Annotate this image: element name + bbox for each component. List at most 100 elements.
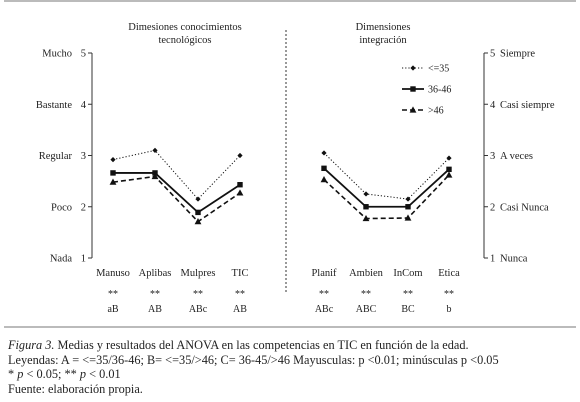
panel-1-series-s1-point-2 [152, 147, 158, 153]
right-tick-number: 5 [490, 49, 495, 60]
category-label: Manuso [96, 268, 130, 279]
right-tick-number: 3 [490, 151, 495, 162]
panel-2-series-s1-point-3 [405, 196, 411, 202]
panel-1-title-line-1: Dimesiones conocimientos [128, 22, 241, 33]
panel-1-series-s3-point-1 [109, 178, 117, 185]
panel-1-series-s3-point-3 [194, 218, 202, 225]
figure-caption: Figura 3. Medias y resultados del ANOVA … [8, 338, 574, 396]
legend-label-s2: 36-46 [428, 85, 451, 96]
panel-2-series-s2-point-3 [405, 204, 411, 210]
left-axis-label: Nada [50, 254, 72, 265]
sig-letters-label: ABC [356, 304, 377, 315]
sig-letters-label: ABc [315, 304, 334, 315]
panel-2-title-line-1: Dimensiones [356, 22, 411, 33]
panel-2-series-s3-point-1 [320, 175, 328, 183]
sig-stars-label: ** [403, 289, 413, 300]
panel-1-title-line-2: tecnológicos [158, 35, 211, 46]
sig-letters-label: AB [233, 304, 247, 315]
panel-1-series-s2-point-3 [195, 209, 201, 216]
sig-rest-2: < 0.01 [86, 367, 121, 382]
sig-p2: p [79, 367, 87, 382]
panel-2-series-s1-point-4 [446, 155, 452, 161]
panel-1-series-s3-line [112, 175, 241, 223]
left-axis-label: Regular [39, 151, 73, 162]
sig-stars-label: ** [193, 289, 203, 300]
caption-title-line: Figura 3. Medias y resultados del ANOVA … [8, 338, 574, 353]
legend-marker-s3 [409, 106, 417, 113]
caption-legend-line: Leyendas: A = <=35/36-46; B= <=35/>46; C… [8, 352, 499, 367]
category-label: Planif [311, 268, 337, 279]
panel-2-series-s2-point-4 [446, 166, 452, 173]
panel-1-series-s3-point-2 [151, 172, 159, 180]
labels-layer: Manuso ** aB Aplibas ** AB Mulpres ** ABc TIC ** AB… [96, 268, 460, 315]
category-label: InCom [393, 268, 422, 279]
legend-label-s1: <=35 [428, 64, 449, 75]
category-label: Ambien [349, 268, 384, 279]
sig-letters-label: aB [107, 304, 118, 315]
left-tick-number: 1 [81, 254, 86, 265]
panel-1-series-s1-point-1 [110, 157, 116, 163]
left-axis-label: Mucho [42, 49, 72, 60]
panel-2-series-s2-point-1 [321, 165, 327, 172]
right-axis-label: Nunca [500, 254, 528, 265]
panel-2-series-s3-point-3 [404, 214, 412, 221]
panel-2-series-s2-point-2 [363, 204, 369, 210]
panel-2-series-s1-point-2 [363, 191, 369, 197]
left-axis-ticks: 1 Nada 2 Poco 3 Regular 4 Bastante 5 Mucho [36, 49, 92, 265]
sig-p1: p [17, 367, 24, 382]
caption-significance-line: * p < 0.05; ** p < 0.01 [8, 367, 574, 382]
sig-stars-label: ** [444, 289, 454, 300]
right-axis-label: Casi siempre [500, 100, 555, 111]
panel-2-series-s3-point-2 [362, 214, 370, 222]
category-label: TIC [232, 268, 249, 279]
sig-letters-label: AB [148, 304, 162, 315]
sig-prefix: * [8, 367, 18, 382]
panel-2-title-line-2: integración [359, 35, 407, 46]
left-tick-number: 3 [81, 151, 86, 162]
right-tick-number: 2 [490, 202, 495, 213]
series-layer [109, 147, 453, 225]
sig-rest-1: < 0.05; ** [23, 367, 80, 382]
panel-2-series-s3-point-4 [445, 171, 453, 178]
legend-label-s3: >46 [428, 106, 444, 117]
panel-2-series-s2-line [323, 167, 450, 208]
sig-letters-label: b [447, 304, 452, 315]
panel-1-series-s2-point-4 [237, 182, 243, 188]
right-tick-number: 1 [490, 254, 495, 265]
left-axis-label: Bastante [36, 100, 72, 111]
category-label: Mulpres [181, 268, 216, 279]
legend-marker-s2 [410, 86, 416, 92]
right-axis-ticks: 1 Nunca 2 Casi Nunca 3 A veces 4 Casi siempre 5 S… [484, 49, 555, 265]
sig-letters-label: ABc [189, 304, 208, 315]
sig-stars-label: ** [319, 289, 329, 300]
category-label: Aplibas [139, 268, 172, 279]
caption-figure-label: Figura 3. [8, 338, 55, 352]
sig-stars-label: ** [235, 289, 245, 300]
legend: <=35 36-46 >46 [402, 64, 451, 117]
panel-1-series-s3-point-4 [236, 189, 244, 196]
sig-letters-label: BC [401, 304, 415, 315]
right-axis-label: Siempre [500, 49, 535, 60]
legend-marker-s1 [410, 65, 416, 71]
left-tick-number: 5 [81, 49, 86, 60]
panel-1-series-s2-line [113, 172, 241, 214]
left-tick-number: 2 [81, 202, 86, 213]
category-label: Etica [438, 268, 460, 279]
caption-source-line: Fuente: elaboración propia. [8, 381, 143, 396]
panel-1-series-s1-line [112, 149, 241, 200]
panel-2-series-s3-line [323, 174, 450, 220]
left-axis-label: Poco [51, 202, 72, 213]
right-tick-number: 4 [490, 100, 496, 111]
sig-stars-label: ** [150, 289, 160, 300]
panel-1-series-s2-point-1 [110, 170, 116, 176]
panel-2-series-s1-point-1 [321, 150, 327, 156]
right-axis-label: A veces [500, 151, 533, 162]
panel-1-series-s1-point-4 [237, 152, 243, 159]
sig-stars-label: ** [361, 289, 371, 300]
left-tick-number: 4 [81, 100, 87, 111]
panel-2-series-s1-line [323, 152, 450, 200]
right-axis-label: Casi Nunca [500, 202, 549, 213]
sig-stars-label: ** [108, 289, 118, 300]
anova-figure: 1 Nada 2 Poco 3 Regular 4 Bastante 5 Mucho 1 Nunca… [4, 0, 576, 328]
caption-figure-text: Medias y resultados del ANOVA en las com… [54, 338, 469, 352]
